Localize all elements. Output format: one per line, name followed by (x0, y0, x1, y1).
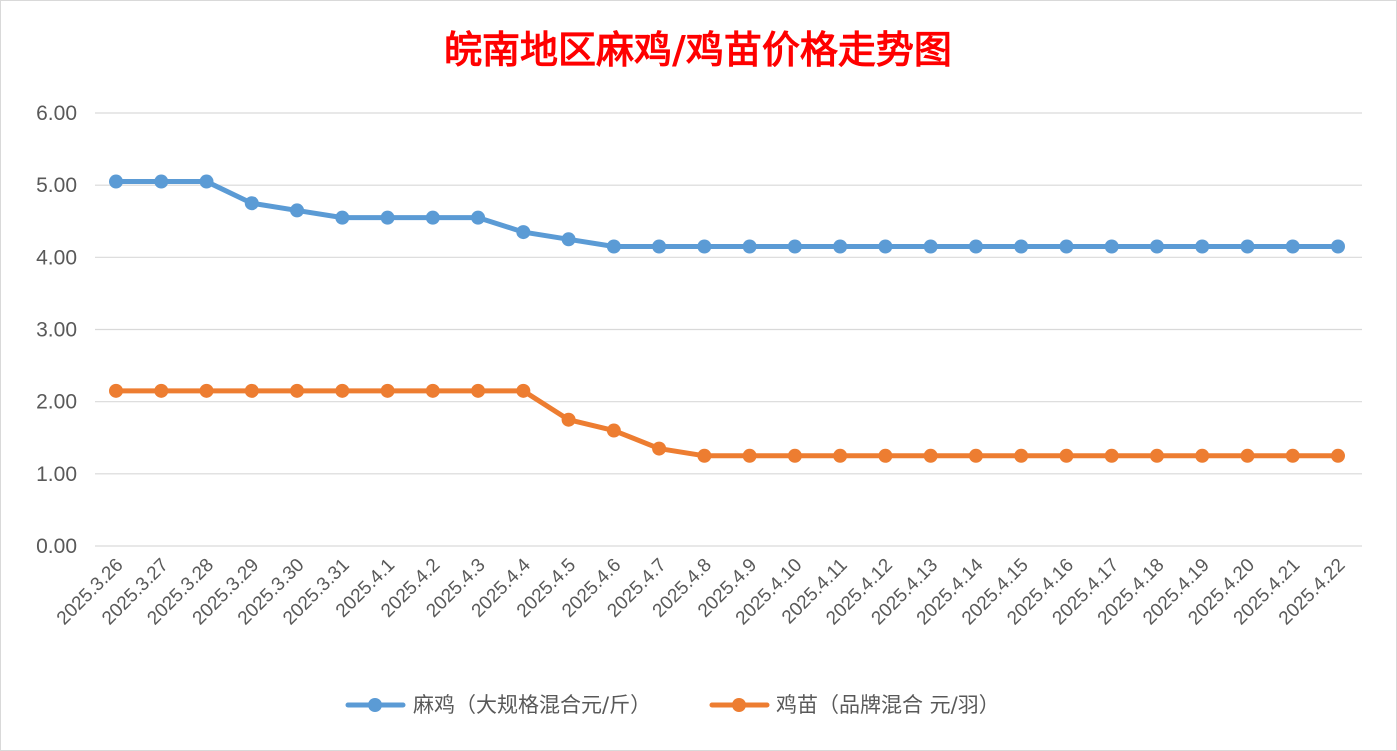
data-point (425, 383, 440, 398)
data-point (878, 448, 893, 463)
data-point (516, 383, 531, 398)
data-point (1195, 448, 1210, 463)
data-point (335, 383, 350, 398)
data-point (1104, 239, 1119, 254)
data-point (833, 448, 848, 463)
chart-title: 皖南地区麻鸡/鸡苗价格走势图 (444, 27, 952, 72)
legend-item: 麻鸡（大规格混合元/斤） (345, 693, 651, 717)
data-point (335, 210, 350, 225)
data-point (787, 448, 802, 463)
data-point (1014, 448, 1029, 463)
series-1 (109, 174, 1345, 254)
data-point (742, 448, 757, 463)
data-point (1059, 448, 1074, 463)
data-point (652, 441, 667, 456)
y-tick-label: 3.00 (36, 319, 77, 342)
legend-label: 麻鸡（大规格混合元/斤） (413, 693, 651, 717)
series-layer (109, 174, 1345, 463)
data-point (1149, 239, 1164, 254)
data-point (606, 423, 621, 438)
data-point (968, 448, 983, 463)
data-point (154, 383, 169, 398)
data-point (1285, 448, 1300, 463)
data-point (244, 383, 259, 398)
data-point (154, 174, 169, 189)
y-tick-label: 0.00 (36, 535, 77, 558)
y-axis-ticks: 0.00 1.00 2.00 3.00 4.00 5.00 6.00 (36, 102, 77, 558)
legend: 麻鸡（大规格混合元/斤） 鸡苗（品牌混合 元/羽） (345, 693, 1000, 717)
data-point (109, 383, 123, 398)
data-point (1149, 448, 1164, 463)
data-point (697, 448, 712, 463)
data-point (244, 196, 259, 211)
data-point (1195, 239, 1210, 254)
data-point (561, 232, 576, 247)
legend-label: 鸡苗（品牌混合 元/羽） (776, 693, 1000, 717)
grid-layer (95, 112, 1362, 547)
data-point (878, 239, 893, 254)
data-point (923, 239, 938, 254)
data-point (290, 383, 305, 398)
data-point (787, 239, 802, 254)
data-point (1104, 448, 1119, 463)
data-point (1331, 239, 1345, 254)
series-line (113, 179, 1341, 250)
data-point (697, 239, 712, 254)
data-point (923, 448, 938, 463)
data-point (606, 239, 621, 254)
data-point (742, 239, 757, 254)
data-point (968, 239, 983, 254)
data-point (561, 412, 576, 427)
data-point (380, 210, 395, 225)
data-point (290, 203, 305, 218)
series-2 (109, 383, 1345, 463)
data-point (516, 225, 531, 240)
data-point (199, 383, 214, 398)
data-point (380, 383, 395, 398)
data-point (833, 239, 848, 254)
y-tick-label: 2.00 (36, 391, 77, 414)
legend-swatch-marker (732, 698, 746, 712)
data-point (1240, 448, 1255, 463)
y-tick-label: 4.00 (36, 246, 77, 269)
data-point (1285, 239, 1300, 254)
data-point (1014, 239, 1029, 254)
y-tick-label: 1.00 (36, 463, 77, 486)
y-tick-label: 5.00 (36, 174, 77, 197)
data-point (471, 210, 486, 225)
data-point (199, 174, 214, 189)
y-tick-label: 6.00 (36, 102, 77, 125)
data-point (425, 210, 440, 225)
data-point (652, 239, 667, 254)
data-point (1059, 239, 1074, 254)
data-point (1240, 239, 1255, 254)
data-point (1331, 448, 1345, 463)
data-point (471, 383, 486, 398)
data-point (109, 174, 123, 189)
legend-item: 鸡苗（品牌混合 元/羽） (709, 693, 1000, 717)
series-line (113, 388, 1341, 459)
legend-swatch-marker (368, 698, 382, 712)
